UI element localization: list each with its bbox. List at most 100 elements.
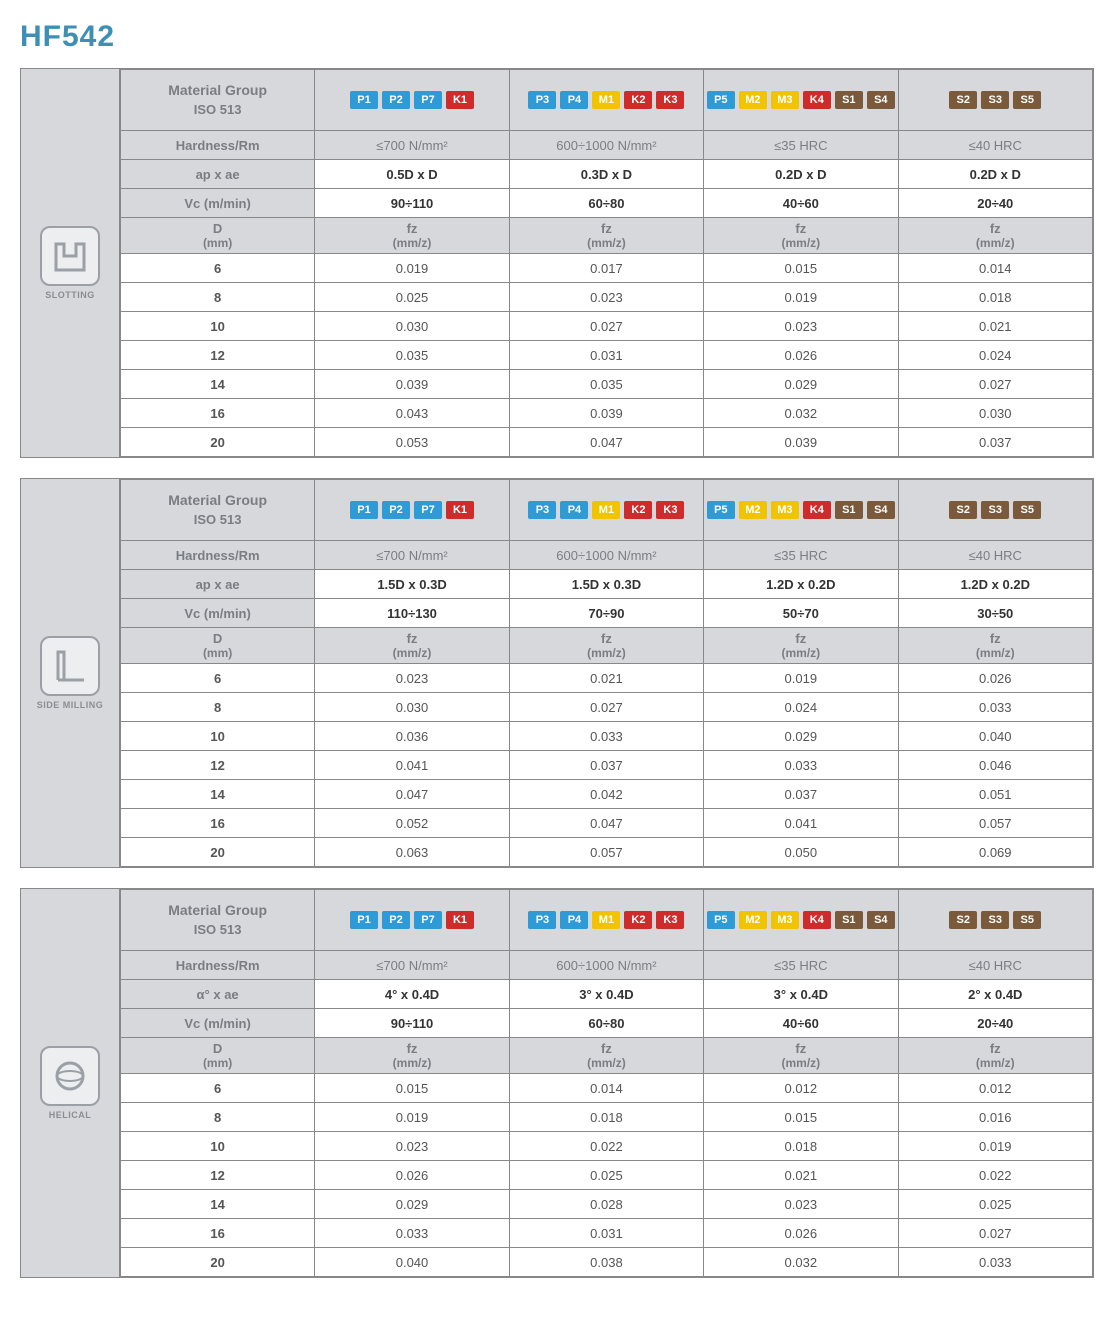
- badge-p1: P1: [350, 91, 378, 109]
- table-row: 8 0.0300.0270.0240.033: [120, 693, 1092, 722]
- header-badges: P3P4M1K2K3: [509, 480, 703, 541]
- fz-value: 0.036: [315, 722, 509, 751]
- side-icon: [40, 636, 100, 696]
- vc-value: 90÷110: [315, 1009, 509, 1038]
- table-row: 20 0.0630.0570.0500.069: [120, 838, 1092, 867]
- header-apae: ap x ae: [120, 160, 314, 189]
- fz-value: 0.012: [704, 1074, 898, 1103]
- header-hardness: Hardness/Rm: [120, 131, 314, 160]
- header-badges: S2S3S5: [898, 890, 1092, 951]
- table-row: 12 0.0350.0310.0260.024: [120, 341, 1092, 370]
- fz-value: 0.052: [315, 809, 509, 838]
- badge-s2: S2: [949, 911, 977, 929]
- badge-p7: P7: [414, 911, 442, 929]
- header-fz: fz(mm/z): [704, 218, 898, 254]
- header-badges: P5M2M3K4S1S4: [704, 480, 898, 541]
- fz-value: 0.032: [704, 399, 898, 428]
- badge-p2: P2: [382, 91, 410, 109]
- d-value: 10: [120, 312, 314, 341]
- helical-icon: [40, 1046, 100, 1106]
- header-fz: fz(mm/z): [315, 1038, 509, 1074]
- header-badges: P1P2P7K1: [315, 480, 509, 541]
- badge-k4: K4: [803, 501, 831, 519]
- fz-value: 0.021: [509, 664, 703, 693]
- material-badges: P5M2M3K4S1S4: [708, 911, 893, 929]
- badge-k3: K3: [656, 911, 684, 929]
- d-value: 20: [120, 838, 314, 867]
- apae-value: 4° x 0.4D: [315, 980, 509, 1009]
- header-fz: fz(mm/z): [704, 1038, 898, 1074]
- fz-value: 0.028: [509, 1190, 703, 1219]
- material-badges: S2S3S5: [903, 911, 1088, 929]
- badge-p7: P7: [414, 501, 442, 519]
- fz-value: 0.041: [315, 751, 509, 780]
- fz-value: 0.038: [509, 1248, 703, 1277]
- fz-value: 0.063: [315, 838, 509, 867]
- fz-value: 0.023: [704, 312, 898, 341]
- badge-k2: K2: [624, 501, 652, 519]
- header-badges: S2S3S5: [898, 70, 1092, 131]
- d-value: 12: [120, 341, 314, 370]
- header-d: D(mm): [120, 628, 314, 664]
- header-badges: P1P2P7K1: [315, 70, 509, 131]
- badge-m3: M3: [771, 501, 799, 519]
- material-badges: P5M2M3K4S1S4: [708, 91, 893, 109]
- badge-m2: M2: [739, 911, 767, 929]
- badge-k1: K1: [446, 501, 474, 519]
- fz-value: 0.012: [898, 1074, 1092, 1103]
- hardness-value: ≤35 HRC: [704, 951, 898, 980]
- table-row: 6 0.0150.0140.0120.012: [120, 1074, 1092, 1103]
- data-table: Material GroupISO 513 P1P2P7K1P3P4M1K2K3…: [120, 479, 1093, 867]
- fz-value: 0.053: [315, 428, 509, 457]
- header-vc: Vc (m/min): [120, 189, 314, 218]
- fz-value: 0.029: [315, 1190, 509, 1219]
- fz-value: 0.047: [315, 780, 509, 809]
- vc-value: 90÷110: [315, 189, 509, 218]
- fz-value: 0.023: [315, 1132, 509, 1161]
- fz-value: 0.019: [315, 1103, 509, 1132]
- header-badges: S2S3S5: [898, 480, 1092, 541]
- badge-p3: P3: [528, 91, 556, 109]
- fz-value: 0.039: [509, 399, 703, 428]
- badge-m1: M1: [592, 91, 620, 109]
- apae-value: 0.2D x D: [704, 160, 898, 189]
- side-column: SLOTTING: [21, 69, 120, 457]
- table-row: 20 0.0400.0380.0320.033: [120, 1248, 1092, 1277]
- badge-s2: S2: [949, 501, 977, 519]
- material-badges: P5M2M3K4S1S4: [708, 501, 893, 519]
- header-d: D(mm): [120, 1038, 314, 1074]
- badge-k3: K3: [656, 91, 684, 109]
- header-badges: P5M2M3K4S1S4: [704, 70, 898, 131]
- material-badges: P3P4M1K2K3: [514, 911, 699, 929]
- fz-value: 0.023: [315, 664, 509, 693]
- vc-value: 50÷70: [704, 599, 898, 628]
- d-value: 14: [120, 780, 314, 809]
- fz-value: 0.021: [898, 312, 1092, 341]
- side-label: HELICAL: [49, 1110, 92, 1120]
- fz-value: 0.019: [315, 254, 509, 283]
- side-label: SLOTTING: [45, 290, 95, 300]
- vc-value: 60÷80: [509, 189, 703, 218]
- header-apae: ap x ae: [120, 570, 314, 599]
- table-row: 8 0.0250.0230.0190.018: [120, 283, 1092, 312]
- side-label: SIDE MILLING: [37, 700, 104, 710]
- fz-value: 0.017: [509, 254, 703, 283]
- d-value: 10: [120, 1132, 314, 1161]
- table-row: 12 0.0260.0250.0210.022: [120, 1161, 1092, 1190]
- badge-p5: P5: [707, 501, 735, 519]
- header-hardness: Hardness/Rm: [120, 541, 314, 570]
- header-fz: fz(mm/z): [509, 218, 703, 254]
- table-row: 20 0.0530.0470.0390.037: [120, 428, 1092, 457]
- apae-value: 1.5D x 0.3D: [315, 570, 509, 599]
- fz-value: 0.023: [704, 1190, 898, 1219]
- header-fz: fz(mm/z): [898, 1038, 1092, 1074]
- vc-value: 40÷60: [704, 189, 898, 218]
- header-fz: fz(mm/z): [898, 628, 1092, 664]
- header-badges: P3P4M1K2K3: [509, 890, 703, 951]
- table-row: 10 0.0300.0270.0230.021: [120, 312, 1092, 341]
- apae-value: 2° x 0.4D: [898, 980, 1092, 1009]
- fz-value: 0.025: [509, 1161, 703, 1190]
- fz-value: 0.030: [315, 312, 509, 341]
- badge-s4: S4: [867, 91, 895, 109]
- hardness-value: ≤700 N/mm²: [315, 541, 509, 570]
